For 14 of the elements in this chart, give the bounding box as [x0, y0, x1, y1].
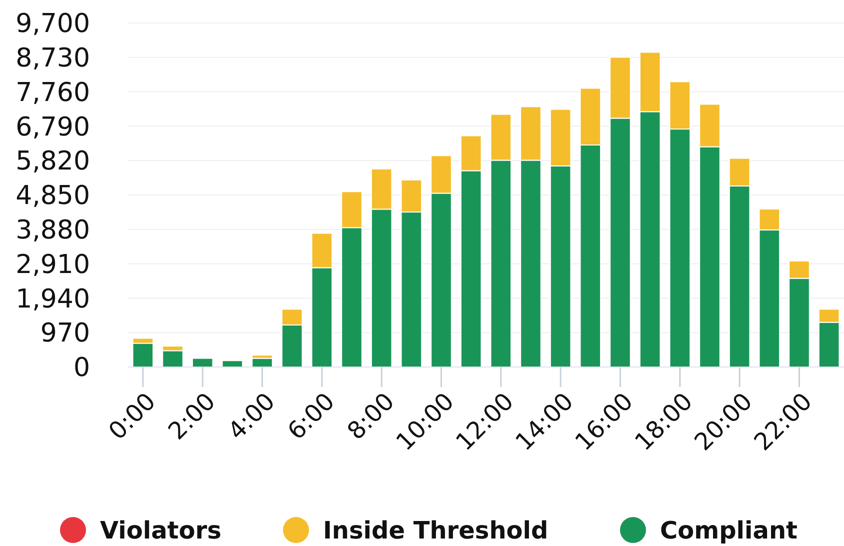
y-tick-label: 7,760: [16, 78, 90, 108]
y-tick-label: 9,700: [16, 9, 90, 40]
y-tick-label: 6,790: [16, 112, 90, 142]
legend-label: Compliant: [660, 516, 798, 544]
y-tick-label: 4,850: [16, 181, 90, 212]
y-tick-label: 0: [73, 353, 90, 384]
y-tick-label: 970: [40, 318, 90, 349]
y-tick-label: 8,730: [16, 44, 90, 74]
y-tick-label: 5,820: [16, 146, 90, 177]
y-tick-label: 3,880: [16, 216, 90, 246]
y-tick-label: 2,910: [16, 250, 90, 280]
y-tick-label: 1,940: [16, 284, 90, 314]
legend-label: Violators: [100, 516, 222, 544]
legend-label: Inside Threshold: [323, 516, 548, 544]
